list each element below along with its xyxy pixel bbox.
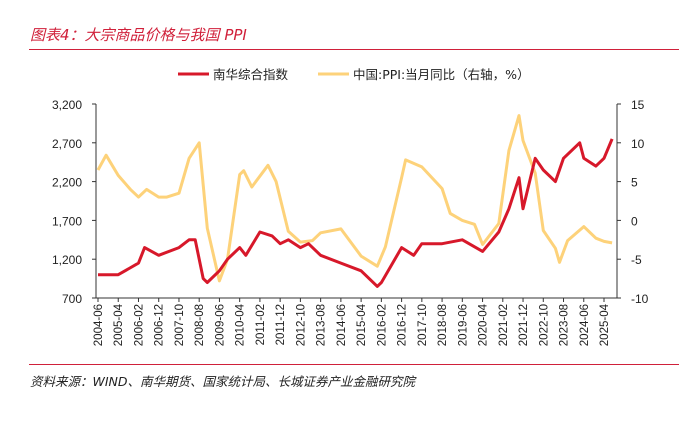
x-tick-label: 2018-08 <box>437 304 449 346</box>
right-tick-label: -10 <box>631 292 649 306</box>
bottom-divider <box>29 364 679 365</box>
x-tick-label: 2022-10 <box>538 304 550 346</box>
top-divider <box>29 49 679 50</box>
right-tick-label: 0 <box>631 214 638 228</box>
left-tick-label: 2,200 <box>52 176 82 190</box>
x-tick-label: 2008-08 <box>194 304 206 346</box>
source-note: 资料来源：WIND、南华期货、国家统计局、长城证券产业金融研究院 <box>30 374 416 389</box>
x-tick-label: 2011-02 <box>255 304 267 345</box>
figure-title: 图表4：大宗商品价格与我国 PPI <box>30 26 247 44</box>
right-tick-label: 5 <box>631 176 638 190</box>
x-tick-label: 2016-12 <box>397 304 409 346</box>
nanhua-index-line <box>98 138 614 288</box>
x-tick-label: 2006-12 <box>154 304 166 346</box>
x-tick-label: 2024-06 <box>579 304 591 346</box>
x-tick-label: 2007-10 <box>174 304 186 346</box>
left-tick-label: 1,700 <box>52 214 82 228</box>
x-tick-label: 2005-04 <box>113 303 125 346</box>
x-tick-label: 2023-08 <box>559 304 571 346</box>
x-tick-label: 2021-12 <box>518 304 530 346</box>
x-tick-label: 2011-12 <box>275 304 287 345</box>
x-tick-label: 2021-02 <box>498 304 510 346</box>
x-tick-label: 2009-06 <box>214 304 226 346</box>
x-tick-label: 2014-06 <box>336 304 348 346</box>
x-tick-label: 2017-10 <box>417 304 429 346</box>
legend-label: 南华综合指数 <box>213 67 289 82</box>
right-tick-label: 10 <box>631 137 645 151</box>
x-tick-label: 2012-10 <box>295 304 307 346</box>
x-tick-label: 2006-02 <box>133 304 145 346</box>
x-tick-label: 2010-04 <box>235 303 247 346</box>
left-tick-label: 2,700 <box>52 137 82 151</box>
x-tick-label: 2015-04 <box>356 303 368 346</box>
x-tick-label: 2016-02 <box>376 304 388 346</box>
x-tick-label: 2013-08 <box>316 304 328 346</box>
x-tick-label: 2020-04 <box>478 303 490 346</box>
x-tick-label: 2004-06 <box>93 304 105 346</box>
ppi-yoy-line <box>96 114 613 283</box>
left-tick-label: 3,200 <box>52 98 82 112</box>
right-tick-label: -5 <box>631 253 642 267</box>
x-tick-label: 2025-04 <box>599 303 611 346</box>
right-tick-label: 15 <box>631 98 645 112</box>
legend-label: 中国:PPI:当月同比（右轴，%） <box>353 67 530 82</box>
left-tick-label: 1,200 <box>52 253 82 267</box>
x-tick-label: 2019-06 <box>457 304 469 346</box>
left-tick-label: 700 <box>62 292 82 306</box>
